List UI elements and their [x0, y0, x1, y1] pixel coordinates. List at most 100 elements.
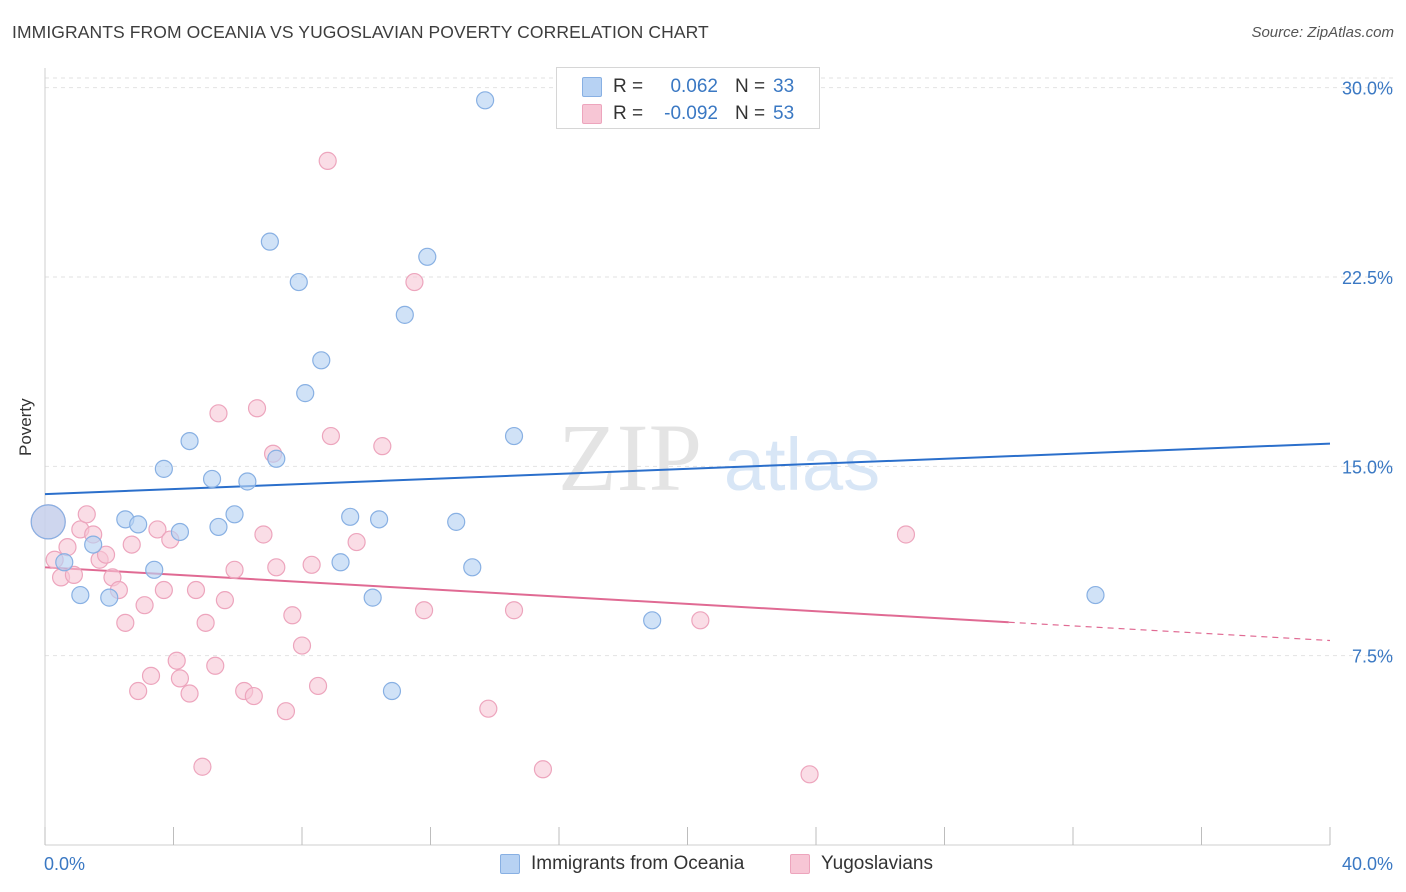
- pink-data-point: [254, 525, 273, 544]
- pink-data-point: [148, 520, 167, 539]
- legend-r-value: 0.062: [670, 76, 718, 97]
- bottom-legend-swatch-pink: [790, 854, 810, 874]
- y-tick-label: 15.0%: [1342, 457, 1393, 477]
- yugoslavians-points: [30, 151, 916, 784]
- blue-data-point: [71, 585, 90, 605]
- pink-data-point: [64, 565, 84, 584]
- pink-data-point: [225, 560, 244, 579]
- y-axis-label: Poverty: [16, 398, 35, 456]
- blue-data-point: [267, 449, 286, 468]
- watermark-zip: ZIP: [558, 404, 702, 511]
- blue-data-point: [395, 305, 414, 324]
- pink-data-point: [77, 505, 96, 524]
- trend-layer: [44, 442, 1331, 642]
- legend-r-label: R =: [613, 76, 644, 97]
- pink-data-point: [479, 699, 498, 718]
- blue-data-point: [643, 611, 662, 630]
- oceania-points: [30, 91, 1105, 701]
- pink-trend-line-extension: [1008, 621, 1331, 642]
- watermark: ZIP atlas: [558, 404, 880, 511]
- blue-data-point: [55, 553, 74, 572]
- pink-data-point: [244, 686, 263, 706]
- pink-data-point: [347, 532, 366, 552]
- y-tick-label: 30.0%: [1342, 79, 1393, 99]
- blue-data-point: [129, 515, 148, 534]
- pink-data-point: [414, 601, 434, 620]
- pink-data-point: [170, 669, 190, 688]
- pink-data-point: [302, 555, 321, 574]
- blue-data-point: [225, 505, 244, 524]
- blue-data-point: [463, 558, 482, 577]
- y-tick-label: 7.5%: [1352, 647, 1393, 667]
- blue-data-point: [418, 247, 437, 266]
- blue-data-point: [382, 681, 402, 701]
- pink-data-point: [58, 538, 77, 557]
- bottom-legend-swatch-blue: [500, 854, 520, 874]
- y-tick-labels: 7.5% 15.0% 22.5% 30.0%: [1342, 79, 1393, 667]
- pink-data-point: [122, 535, 141, 554]
- pink-data-point: [141, 666, 161, 685]
- blue-data-point: [260, 232, 279, 251]
- pink-data-point: [373, 437, 392, 456]
- legend-swatch-pink: [582, 104, 602, 124]
- blue-data-point: [289, 272, 308, 292]
- blue-data-point: [363, 588, 382, 607]
- pink-data-point: [209, 404, 228, 423]
- blue-data-point: [331, 553, 350, 572]
- pink-data-point: [283, 606, 302, 625]
- pink-data-point: [321, 426, 341, 446]
- legend-row-yugoslavians: R = -0.092 N = 53: [557, 100, 819, 126]
- legend-n-value: 33: [773, 76, 795, 97]
- pink-data-point: [196, 613, 215, 632]
- blue-data-point: [1086, 585, 1105, 605]
- pink-data-point: [691, 611, 710, 630]
- blue-data-point: [180, 431, 199, 451]
- pink-data-point: [180, 684, 199, 703]
- pink-data-point: [206, 656, 225, 675]
- pink-trend-line: [44, 566, 1009, 624]
- y-tick-label: 22.5%: [1342, 268, 1393, 288]
- pink-data-point: [116, 613, 135, 632]
- pink-data-point: [167, 651, 186, 670]
- blue-data-point: [145, 560, 164, 579]
- pink-data-point: [186, 580, 206, 600]
- bottom-legend-label: Yugoslavians: [821, 853, 933, 874]
- blue-data-point: [476, 91, 495, 110]
- pink-data-point: [533, 760, 553, 779]
- legend-n-label: N =: [735, 76, 766, 97]
- pink-data-point: [267, 558, 286, 577]
- blue-data-point: [100, 588, 119, 607]
- blue-data-point: [504, 426, 524, 446]
- pink-data-point: [896, 525, 916, 544]
- blue-data-point: [312, 351, 331, 370]
- blue-data-point: [296, 384, 315, 403]
- pink-data-point: [247, 399, 267, 418]
- pink-data-point: [96, 545, 116, 564]
- blue-data-point: [170, 522, 190, 542]
- pink-data-point: [318, 151, 337, 170]
- axis-layer: [44, 68, 1331, 846]
- blue-data-point: [209, 517, 228, 537]
- blue-data-point: [238, 472, 257, 491]
- legend-r-value: -0.092: [664, 103, 718, 124]
- pink-data-point: [193, 757, 212, 776]
- pink-data-point: [129, 681, 148, 701]
- bottom-legend-label: Immigrants from Oceania: [531, 853, 745, 874]
- blue-data-point: [370, 510, 389, 529]
- pink-data-point: [154, 580, 173, 600]
- pink-data-point: [308, 676, 328, 696]
- chart-title: IMMIGRANTS FROM OCEANIA VS YUGOSLAVIAN P…: [12, 22, 709, 42]
- pink-data-point: [276, 702, 296, 721]
- legend-row-oceania: R = 0.062 N = 33: [557, 73, 819, 99]
- blue-data-point: [154, 459, 173, 478]
- correlation-legend: R = 0.062 N = 33 R = -0.092 N = 53: [556, 67, 820, 129]
- pink-data-point: [215, 591, 234, 610]
- legend-swatch-blue: [582, 77, 602, 97]
- blue-data-point: [202, 469, 222, 489]
- grid-layer: [45, 77, 1393, 657]
- pink-data-point: [405, 272, 424, 292]
- legend-r-label: R =: [613, 103, 644, 124]
- blue-data-point: [84, 535, 103, 554]
- x-tick-label-left: 0.0%: [44, 854, 85, 874]
